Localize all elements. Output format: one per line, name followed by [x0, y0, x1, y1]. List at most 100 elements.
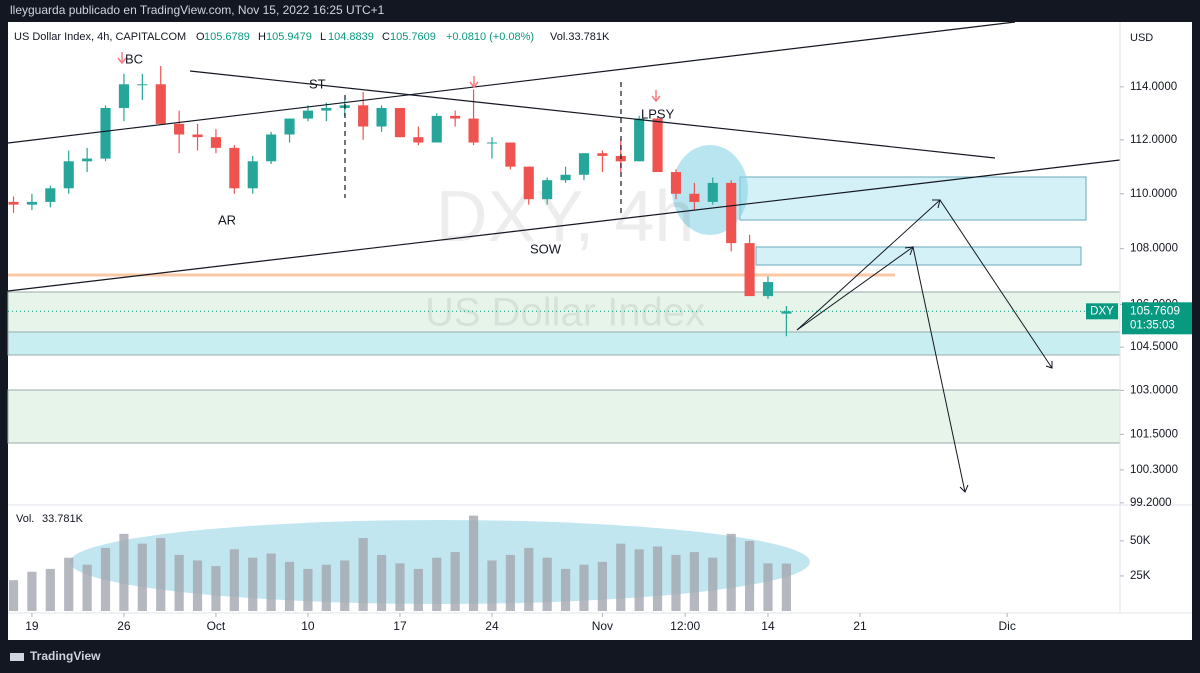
y-tick-label: 99.2000: [1130, 497, 1172, 509]
arrow-head: [959, 484, 969, 493]
arrow: [469, 81, 479, 89]
volume-bar: [156, 538, 166, 611]
candle-body: [468, 118, 479, 143]
candle-body: [413, 137, 424, 143]
volume-bar: [708, 557, 718, 611]
change: +0.0810 (+0.08%): [446, 31, 534, 43]
volume-bar: [689, 552, 699, 611]
candle-body: [762, 282, 774, 297]
ohlc-value: 105.9479: [266, 31, 312, 43]
candle-body: [45, 188, 56, 202]
volume-bar: [192, 560, 203, 611]
annotation: SOW: [530, 241, 562, 256]
volume-bar: [100, 547, 111, 611]
publisher: lleyguarda publicado en TradingView.com,…: [10, 3, 385, 17]
x-tick-label: Dic: [999, 619, 1016, 633]
ohlc-value: 105.6789: [204, 31, 250, 43]
volume-bar: [284, 561, 295, 611]
candle-body: [689, 193, 700, 202]
candle-body: [63, 161, 74, 189]
candle-body: [174, 123, 185, 135]
volume-bar: [597, 561, 607, 611]
volume-bar: [432, 557, 442, 611]
volume-bar: [64, 557, 74, 611]
brand: TradingView: [30, 649, 101, 663]
candle-body: [523, 166, 534, 200]
volume-bar: [266, 553, 276, 611]
drawings: [7, 21, 1121, 493]
price-label: 105.7609: [1130, 303, 1180, 317]
volume-bar: [763, 563, 773, 611]
volume-bar: [542, 557, 552, 611]
volume-bar: [413, 568, 423, 611]
volume-bar: [358, 538, 368, 611]
arrow: [651, 95, 661, 103]
logo: [10, 653, 24, 661]
candle-body: [726, 182, 737, 244]
ohlc-letter: C: [382, 31, 390, 43]
candle-body: [744, 243, 755, 297]
y-tick-label: 112.0000: [1130, 134, 1177, 146]
candle-body: [210, 137, 221, 148]
candle-body: [781, 311, 792, 314]
x-tick-label: 12:00: [670, 619, 700, 633]
x-tick-label: 17: [393, 619, 407, 633]
volume-bar: [652, 546, 663, 611]
candle-body: [358, 105, 369, 127]
candle-body: [192, 134, 203, 138]
candle-body: [578, 153, 590, 175]
candle-body: [284, 118, 295, 135]
arrow-head: [904, 246, 914, 256]
price-box: [1122, 302, 1192, 335]
zone: [755, 246, 1082, 266]
annotation: BC: [125, 51, 143, 66]
volume-bar: [579, 564, 589, 611]
candle-body: [82, 158, 93, 162]
y-tick-label: 104.5000: [1130, 341, 1178, 353]
arrow-head: [1045, 361, 1053, 369]
candle-body: [670, 172, 682, 194]
candle-body: [247, 161, 258, 189]
x-tick-label: Oct: [207, 619, 226, 633]
y-tick-label: 103.0000: [1130, 384, 1178, 396]
candle-body: [542, 180, 553, 200]
ohlc-letter: H: [258, 31, 266, 43]
candle-body: [8, 201, 19, 205]
candle-body: [100, 107, 111, 159]
y-tick-label: 110.0000: [1130, 188, 1177, 200]
volume-bar: [340, 560, 350, 611]
y-tick-label: 114.0000: [1130, 81, 1177, 93]
volume-bar: [321, 564, 331, 611]
symbol-label: DXY: [1090, 305, 1114, 317]
candle-body: [118, 84, 129, 108]
annotation: AR: [218, 212, 236, 227]
x-tick-label: Nov: [592, 619, 613, 633]
volume-bar: [27, 571, 37, 611]
volume-bar: [82, 564, 92, 611]
y-tick-label: 101.5000: [1130, 428, 1178, 440]
candle-body: [266, 134, 277, 162]
ohlc-letter: O: [196, 31, 205, 43]
candle-body: [450, 115, 461, 119]
volume-bar: [137, 543, 147, 611]
volume-bar: [616, 543, 626, 611]
volume-bar: [119, 533, 129, 611]
volume-bar: [45, 568, 55, 611]
volume-bar: [671, 554, 681, 611]
candle-body: [302, 110, 314, 119]
candle-body: [26, 201, 37, 205]
watermark: US Dollar Index: [425, 291, 705, 335]
volume-bar: [303, 568, 313, 611]
markers: [117, 52, 661, 103]
volume-bar: [781, 563, 791, 611]
candle-body: [505, 142, 516, 167]
watermark: DXY, 4h: [436, 177, 695, 257]
annotation: ST: [309, 76, 326, 91]
volume-bar: [744, 540, 755, 611]
countdown: 01:35:03: [1130, 319, 1175, 331]
candle-body: [321, 107, 332, 111]
candle-body: [431, 115, 442, 143]
volume-bar: [395, 563, 405, 611]
ohlc-value: 104.8839: [328, 31, 374, 43]
